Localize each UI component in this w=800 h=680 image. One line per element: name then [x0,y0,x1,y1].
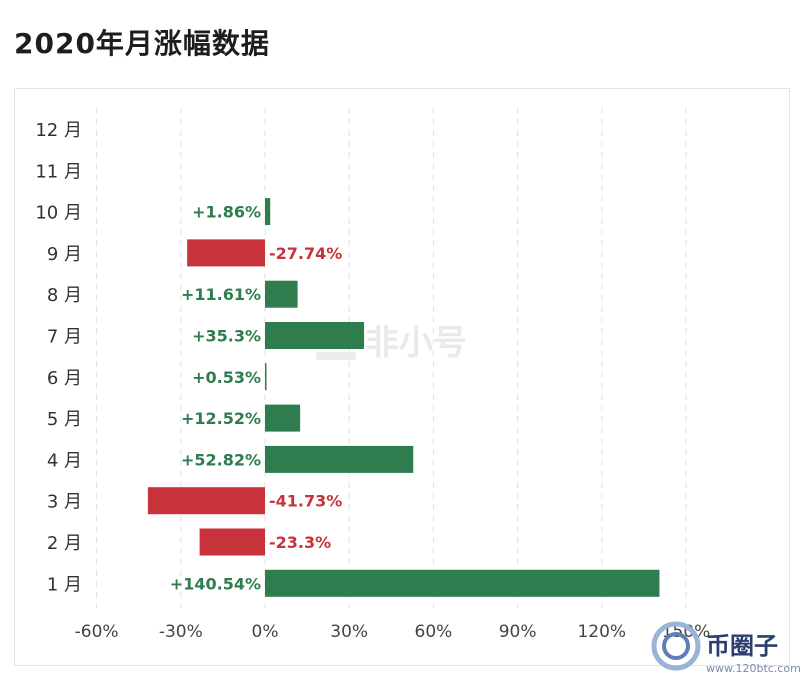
month-label: 10 月 [35,203,82,224]
bar [265,569,660,597]
bar [265,280,298,308]
bar-value-label: +35.3% [192,327,261,346]
ticks-layer: -60% -30% 0% 30% 60% 90% 120% 150% [75,622,711,642]
x-tick-label: 30% [330,622,368,642]
corner-logo-icon [651,621,701,671]
month-label: 11 月 [35,161,82,182]
bar [265,445,414,473]
month-label: 12 月 [35,120,82,141]
chart-panel [14,88,790,666]
month-label: 9 月 [47,244,82,265]
bar-value-label: +1.86% [192,203,261,222]
bar [265,198,271,226]
x-tick-label: 60% [415,622,453,642]
month-label: 7 月 [47,327,82,348]
month-label: 4 月 [47,450,82,471]
bar [199,528,265,556]
x-tick-label: -60% [75,622,119,642]
x-tick-label: -30% [159,622,203,642]
x-tick-label: 120% [577,622,626,642]
month-label: 6 月 [47,368,82,389]
x-tick-label: 90% [499,622,537,642]
corner-logo: 币圈子 www.120btc.com [651,621,800,675]
bar-value-label: +12.52% [181,409,261,428]
bar [147,487,265,515]
bar-value-label: -27.74% [269,244,342,263]
month-label: 5 月 [47,409,82,430]
page-title: 2020年月涨幅数据 [14,27,270,60]
month-label: 8 月 [47,285,82,306]
bar-value-label: +52.82% [181,450,261,469]
month-label: 3 月 [47,492,82,513]
x-tick-label: 0% [252,622,279,642]
bars-layer [147,198,660,597]
bar [265,322,365,349]
corner-logo-text: 币圈子 [706,632,778,660]
month-label: 2 月 [47,533,82,554]
bar-value-label: +11.61% [181,285,261,304]
bar [265,363,267,391]
month-label: 1 月 [47,574,82,595]
bar-value-label: -41.73% [269,492,342,511]
labels-layer: 12 月 11 月 10 月 +1.86% 9 月 -27.74% 8 月 +11.61% 7 … [35,120,342,595]
corner-logo-url: www.120btc.com [706,662,800,675]
bar-value-label: -23.3% [269,533,331,552]
bar [265,404,301,432]
bar-value-label: +140.54% [170,574,261,593]
bar [187,239,265,267]
bar-value-label: +0.53% [192,368,261,387]
watermark-text: 非小号 [365,323,467,363]
